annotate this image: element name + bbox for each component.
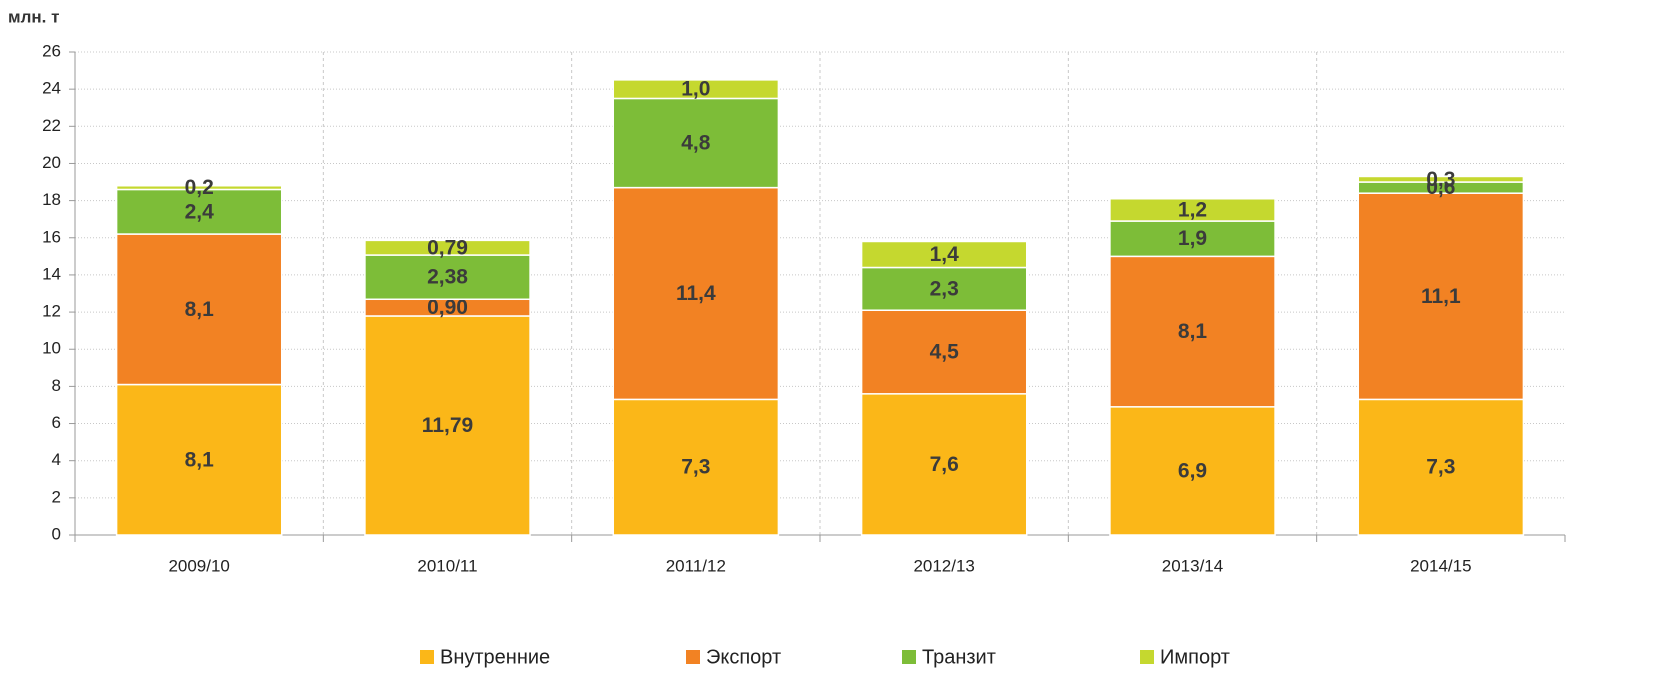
y-tick-label: 22 xyxy=(42,116,61,135)
bar-segment xyxy=(115,383,283,536)
y-tick-label: 20 xyxy=(42,153,61,172)
bar-segment xyxy=(860,393,1028,536)
legend-label: Внутренние xyxy=(440,646,550,668)
legend-label: Экспорт xyxy=(706,646,781,668)
legend-swatch xyxy=(420,650,434,664)
value-label: 1,2 xyxy=(1178,198,1207,221)
y-tick-label: 12 xyxy=(42,302,61,321)
bar-segment xyxy=(1357,398,1525,536)
bar-segment xyxy=(612,97,780,189)
value-label: 2,3 xyxy=(930,277,959,300)
y-tick-label: 10 xyxy=(42,339,61,358)
bar-segment xyxy=(115,233,283,386)
y-tick-label: 24 xyxy=(42,79,61,98)
value-label: 8,1 xyxy=(185,298,215,321)
bar-segment xyxy=(612,398,780,536)
x-tick-label: 2010/11 xyxy=(417,556,477,575)
x-tick-label: 2012/13 xyxy=(913,556,974,575)
value-label: 8,1 xyxy=(1178,320,1208,343)
value-label: 1,0 xyxy=(681,78,710,101)
y-tick-label: 18 xyxy=(42,190,61,209)
x-tick-label: 2014/15 xyxy=(1410,556,1471,575)
legend-swatch xyxy=(1140,650,1154,664)
legend-label: Транзит xyxy=(922,646,996,668)
y-tick-label: 4 xyxy=(52,450,61,469)
value-label: 8,1 xyxy=(185,448,215,471)
bar-segment xyxy=(612,186,780,401)
x-tick-label: 2013/14 xyxy=(1162,556,1223,575)
y-tick-label: 8 xyxy=(52,376,61,395)
value-label: 1,4 xyxy=(930,243,960,266)
bar-segment xyxy=(364,239,531,256)
y-tick-label: 26 xyxy=(42,41,61,60)
y-tick-label: 16 xyxy=(42,227,61,246)
value-label: 0,2 xyxy=(185,176,214,199)
value-label: 7,3 xyxy=(681,456,710,479)
legend-label: Импорт xyxy=(1160,646,1230,668)
value-label: 0,79 xyxy=(427,236,468,259)
bar-segment xyxy=(612,79,780,100)
legend-swatch xyxy=(902,650,916,664)
x-tick-label: 2011/12 xyxy=(666,556,726,575)
bar-segment xyxy=(1109,255,1276,408)
value-label: 6,9 xyxy=(1178,459,1207,482)
value-label: 11,1 xyxy=(1421,285,1461,308)
value-label: 7,3 xyxy=(1426,456,1455,479)
value-label: 11,79 xyxy=(422,414,473,437)
bar-segment xyxy=(364,254,531,301)
x-tick-label: 2009/10 xyxy=(168,556,229,575)
value-label: 2,38 xyxy=(427,266,468,289)
y-tick-label: 14 xyxy=(42,264,61,283)
value-label: 0,3 xyxy=(1426,168,1455,191)
y-axis-title: млн. т xyxy=(8,7,59,26)
value-label: 7,6 xyxy=(930,453,959,476)
bar-segment xyxy=(115,185,283,191)
value-label: 4,5 xyxy=(930,341,960,364)
legend-swatch xyxy=(686,650,700,664)
y-tick-label: 6 xyxy=(52,413,61,432)
value-label: 0,90 xyxy=(427,296,468,319)
bar-segment xyxy=(364,315,531,536)
bar-segment xyxy=(860,240,1028,269)
value-label: 1,9 xyxy=(1178,227,1207,250)
bar-segment xyxy=(1109,198,1276,222)
bar-segment xyxy=(1357,192,1525,401)
bar-segment xyxy=(1357,175,1525,183)
value-label: 11,4 xyxy=(676,282,716,305)
bar-segment xyxy=(1109,406,1276,536)
value-label: 2,4 xyxy=(185,200,215,223)
bar-segment xyxy=(1109,220,1276,258)
y-tick-label: 0 xyxy=(52,524,61,543)
value-label: 4,8 xyxy=(681,132,711,155)
y-tick-label: 2 xyxy=(52,487,61,506)
